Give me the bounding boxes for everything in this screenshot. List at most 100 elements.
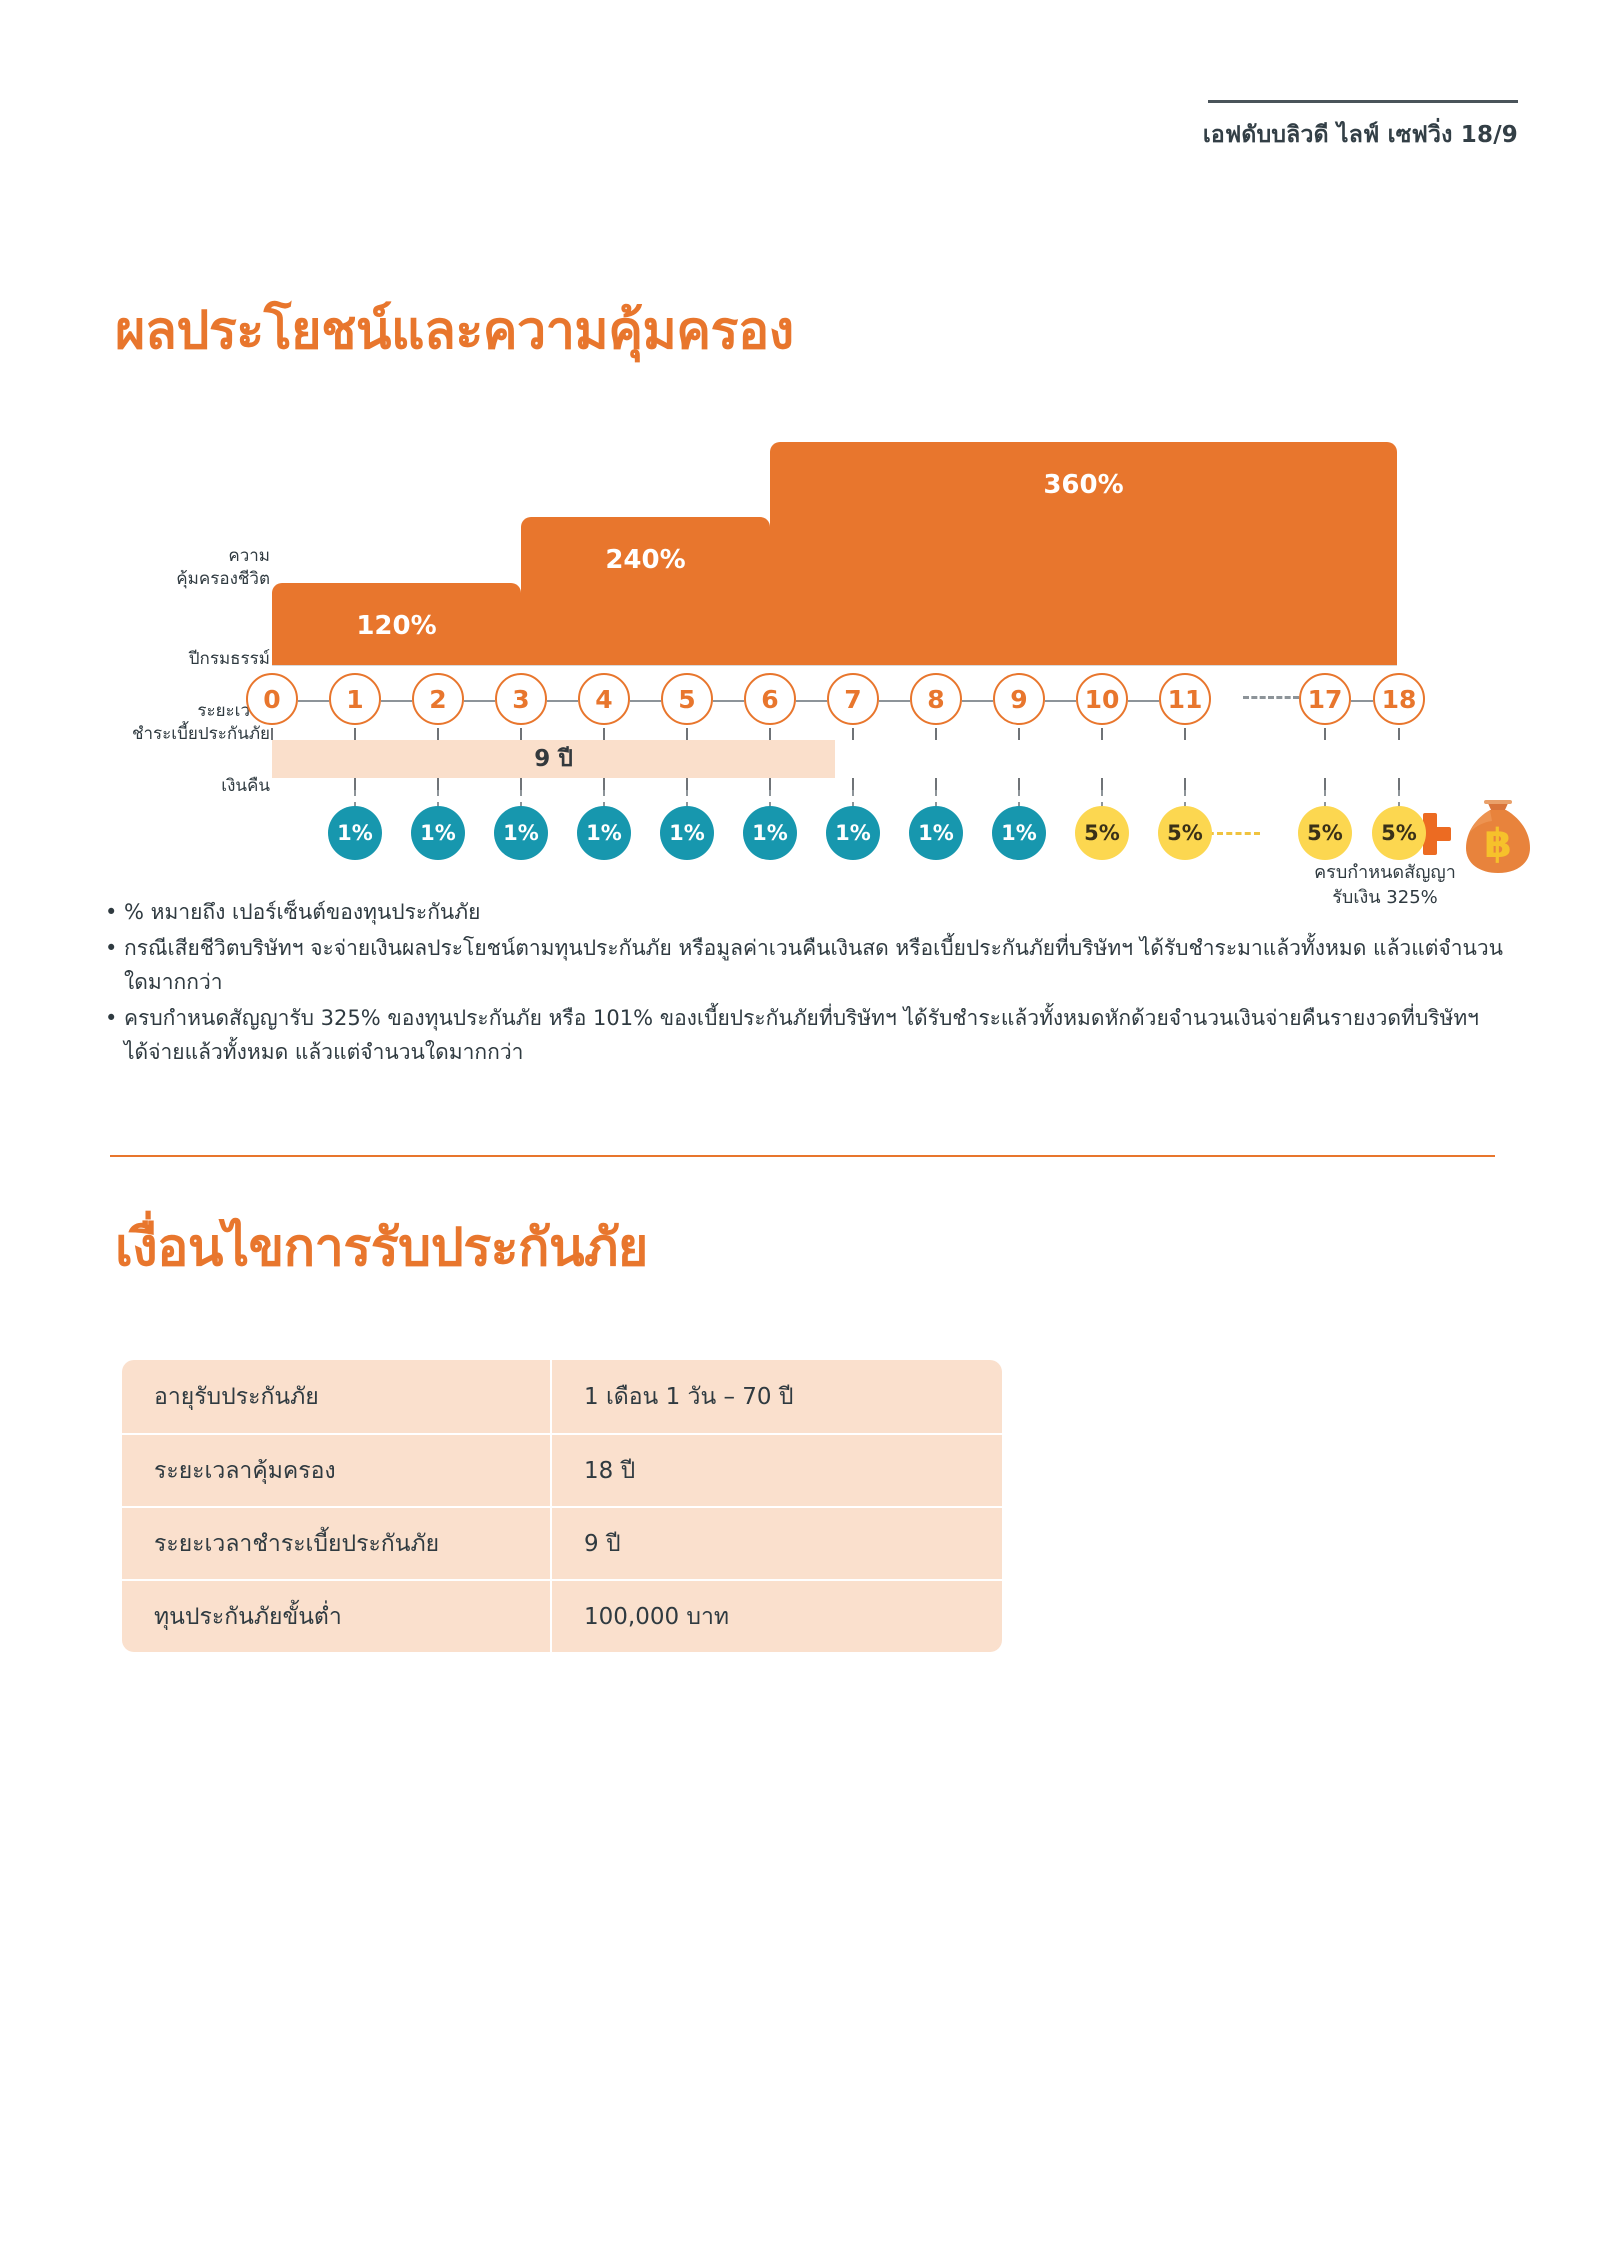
cashback-year-17: 5% <box>1298 806 1352 860</box>
axis-label-cashback: เงินคืน <box>221 776 270 796</box>
maturity-caption-line2: รับเงิน 325% <box>1332 887 1438 909</box>
cashback-year-7: 1% <box>826 806 880 860</box>
timeline-segment <box>547 700 578 702</box>
timeline-tick <box>437 728 439 740</box>
axis-label-coverage-line1: ความ <box>228 546 270 566</box>
timeline-tick <box>354 728 356 740</box>
cashback-year-8: 1% <box>909 806 963 860</box>
cashback-gap-dots-icon <box>1180 832 1260 835</box>
header-divider-rule <box>1208 100 1518 103</box>
maturity-caption-line1: ครบกำหนดสัญญา <box>1314 862 1456 883</box>
policy-year-7: 7 <box>827 673 879 725</box>
cashback-year-3: 1% <box>494 806 548 860</box>
timeline-tick-lower <box>1018 778 1020 790</box>
timeline-tick <box>852 728 854 740</box>
timeline-segment <box>1045 700 1076 702</box>
conditions-table: อายุรับประกันภัย 1 เดือน 1 วัน – 70 ปีระย… <box>122 1360 1002 1652</box>
timeline-tick-lower <box>1398 778 1400 790</box>
cashback-connector <box>769 790 771 808</box>
timeline-segment <box>298 700 329 702</box>
policy-year-4: 4 <box>578 673 630 725</box>
timeline-tick-lower <box>686 778 688 790</box>
bullet-icon: • <box>105 900 118 924</box>
cashback-year-9: 1% <box>992 806 1046 860</box>
coverage-bar-360: 360% <box>770 442 1397 665</box>
timeline-tick-lower <box>935 778 937 790</box>
cashback-year-18: 5% <box>1372 806 1426 860</box>
product-name: เอฟดับบลิวดี ไลฟ์ เซฟวิ่ง 18/9 <box>1202 122 1518 148</box>
timeline-segment <box>962 700 993 702</box>
timeline-segment <box>381 700 412 702</box>
policy-year-3: 3 <box>495 673 547 725</box>
timeline-tick-lower <box>1324 778 1326 790</box>
note-text: กรณีเสียชีวิตบริษัทฯ จะจ่ายเงินผลประโยชน… <box>124 936 1503 995</box>
cashback-connector <box>1101 790 1103 808</box>
maturity-caption: ครบกำหนดสัญญา รับเงิน 325% <box>1240 860 1530 910</box>
timeline-segment <box>464 700 495 702</box>
timeline-tick <box>603 728 605 740</box>
coverage-baseline <box>272 665 1397 666</box>
coverage-bar-120: 120% <box>272 583 521 665</box>
policy-year-10: 10 <box>1076 673 1128 725</box>
timeline-tick-lower <box>520 778 522 790</box>
axis-label-coverage-line2: คุ้มครองชีวิต <box>176 568 270 589</box>
timeline-tick-lower <box>1101 778 1103 790</box>
timeline-tick <box>271 728 273 740</box>
cashback-connector <box>1398 790 1400 808</box>
bullet-icon: • <box>105 936 118 961</box>
cashback-connector <box>686 790 688 808</box>
policy-year-5: 5 <box>661 673 713 725</box>
table-row: ระยะเวลาคุ้มครอง 18 ปี <box>122 1433 1002 1506</box>
cashback-connector <box>354 790 356 808</box>
notes-list: •% หมายถึง เปอร์เซ็นต์ของทุนประกันภัย • กร… <box>105 895 1505 1071</box>
svg-text:฿: ฿ <box>1484 821 1512 867</box>
timeline-tick <box>1398 728 1400 740</box>
page-header: เอฟดับบลิวดี ไลฟ์ เซฟวิ่ง 18/9 <box>1203 100 1518 153</box>
table-cell-key: อายุรับประกันภัย <box>122 1360 552 1433</box>
money-bag-icon: ฿ <box>1456 795 1540 883</box>
table-cell-value: 100,000 บาท <box>584 1603 730 1630</box>
note-text: ครบกำหนดสัญญารับ 325% ของทุนประกันภัย หร… <box>124 1006 1479 1065</box>
timeline-tick <box>1184 728 1186 740</box>
timeline-tick <box>1018 728 1020 740</box>
table-cell-key: ระยะเวลาคุ้มครอง <box>122 1435 552 1506</box>
table-row: ระยะเวลาชำระเบี้ยประกันภัย 9 ปี <box>122 1506 1002 1579</box>
cashback-connector <box>852 790 854 808</box>
timeline-tick <box>520 728 522 740</box>
premium-term-bar: 9 ปี <box>272 740 835 778</box>
cashback-year-6: 1% <box>743 806 797 860</box>
timeline-tick-lower <box>1184 778 1186 790</box>
table-cell-value: 1 เดือน 1 วัน – 70 ปี <box>584 1383 794 1410</box>
benefits-timeline-chart: ความ คุ้มครองชีวิต ปีกรมธรรม์ ระยะเวลา ช… <box>0 420 1600 908</box>
section-divider <box>110 1155 1495 1157</box>
cashback-year-2: 1% <box>411 806 465 860</box>
timeline-segment <box>796 700 827 702</box>
timeline-segment <box>1128 700 1159 702</box>
cashback-connector <box>1018 790 1020 808</box>
policy-year-8: 8 <box>910 673 962 725</box>
year-gap-dots-icon <box>1243 696 1299 699</box>
table-cell-value: 18 ปี <box>584 1457 636 1484</box>
policy-year-1: 1 <box>329 673 381 725</box>
timeline-tick-lower <box>603 778 605 790</box>
timeline-tick-lower <box>354 778 356 790</box>
policy-year-0: 0 <box>246 673 298 725</box>
note-item: • ครบกำหนดสัญญารับ 325% ของทุนประกันภัย ห… <box>105 1001 1505 1069</box>
timeline-tick <box>935 728 937 740</box>
timeline-tick <box>1324 728 1326 740</box>
axis-label-premium-term-line2: ชำระเบี้ยประกันภัย <box>131 723 270 744</box>
coverage-bar-240: 240% <box>521 517 770 665</box>
cashback-connector <box>1324 790 1326 808</box>
timeline-segment <box>630 700 661 702</box>
policy-year-9: 9 <box>993 673 1045 725</box>
note-text: % หมายถึง เปอร์เซ็นต์ของทุนประกันภัย <box>124 900 481 924</box>
note-item: •% หมายถึง เปอร์เซ็นต์ของทุนประกันภัย <box>105 895 1505 929</box>
policy-year-11: 11 <box>1159 673 1211 725</box>
timeline-tick <box>769 728 771 740</box>
cashback-year-4: 1% <box>577 806 631 860</box>
policy-year-17: 17 <box>1299 673 1351 725</box>
table-row: อายุรับประกันภัย 1 เดือน 1 วัน – 70 ปี <box>122 1360 1002 1433</box>
timeline-tick-lower <box>437 778 439 790</box>
axis-label-coverage: ความ คุ้มครองชีวิต <box>110 545 270 591</box>
axis-label-premium-term: ระยะเวลา ชำระเบี้ยประกันภัย <box>110 700 270 746</box>
